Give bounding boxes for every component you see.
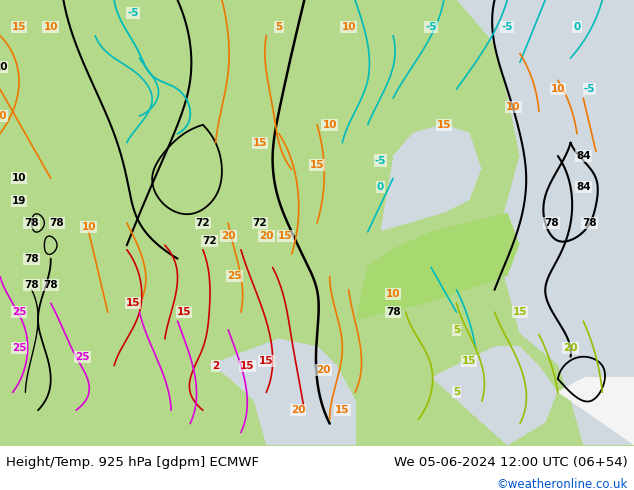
Text: 15: 15 <box>335 405 349 415</box>
Text: 25: 25 <box>12 307 26 317</box>
Text: 15: 15 <box>126 298 140 308</box>
Text: 10: 10 <box>44 22 58 32</box>
Text: 72: 72 <box>195 218 210 228</box>
Text: 15: 15 <box>240 361 254 370</box>
Text: 20: 20 <box>259 231 273 242</box>
Text: 72: 72 <box>202 236 217 246</box>
Text: 5: 5 <box>453 325 460 335</box>
Text: 15: 15 <box>310 160 324 170</box>
Text: 0: 0 <box>573 22 581 32</box>
Text: 20: 20 <box>221 231 235 242</box>
Text: 10: 10 <box>386 289 400 299</box>
Text: 78: 78 <box>544 218 559 228</box>
Text: 15: 15 <box>278 231 292 242</box>
Text: 84: 84 <box>576 151 591 161</box>
Text: 84: 84 <box>576 182 591 192</box>
Text: 15: 15 <box>259 356 273 366</box>
Text: 15: 15 <box>12 22 26 32</box>
Text: -5: -5 <box>127 8 139 19</box>
Text: 10: 10 <box>342 22 356 32</box>
Text: 19: 19 <box>12 196 26 206</box>
Text: 2: 2 <box>212 361 219 370</box>
Text: 78: 78 <box>43 280 58 291</box>
Text: 5: 5 <box>275 22 283 32</box>
Text: 20: 20 <box>291 405 305 415</box>
Text: 15: 15 <box>253 138 267 147</box>
Text: 15: 15 <box>177 307 191 317</box>
Text: 72: 72 <box>252 218 268 228</box>
Text: 78: 78 <box>24 254 39 264</box>
Text: 78: 78 <box>24 218 39 228</box>
Text: -5: -5 <box>584 84 595 94</box>
Text: 10: 10 <box>0 111 7 121</box>
Text: 0: 0 <box>377 182 384 192</box>
Text: 10: 10 <box>507 102 521 112</box>
Text: 20: 20 <box>0 62 7 72</box>
Text: 15: 15 <box>513 307 527 317</box>
Text: 78: 78 <box>582 218 597 228</box>
Text: 10: 10 <box>82 222 96 232</box>
Text: 78: 78 <box>385 307 401 317</box>
Text: 10: 10 <box>12 173 26 183</box>
Text: 25: 25 <box>228 271 242 281</box>
Text: -5: -5 <box>501 22 513 32</box>
Text: 20: 20 <box>316 365 330 375</box>
Text: 15: 15 <box>437 120 451 130</box>
Text: 78: 78 <box>49 218 65 228</box>
Text: -5: -5 <box>425 22 437 32</box>
Text: 10: 10 <box>551 84 565 94</box>
Text: 78: 78 <box>24 280 39 291</box>
Text: 5: 5 <box>453 388 460 397</box>
Text: 15: 15 <box>462 356 476 366</box>
Text: 10: 10 <box>323 120 337 130</box>
Text: 25: 25 <box>75 352 89 362</box>
Text: 20: 20 <box>564 343 578 353</box>
Text: ©weatheronline.co.uk: ©weatheronline.co.uk <box>496 478 628 490</box>
Text: Height/Temp. 925 hPa [gdpm] ECMWF: Height/Temp. 925 hPa [gdpm] ECMWF <box>6 456 259 469</box>
Text: We 05-06-2024 12:00 UTC (06+54): We 05-06-2024 12:00 UTC (06+54) <box>394 456 628 469</box>
Text: -5: -5 <box>375 155 386 166</box>
Text: 25: 25 <box>12 343 26 353</box>
